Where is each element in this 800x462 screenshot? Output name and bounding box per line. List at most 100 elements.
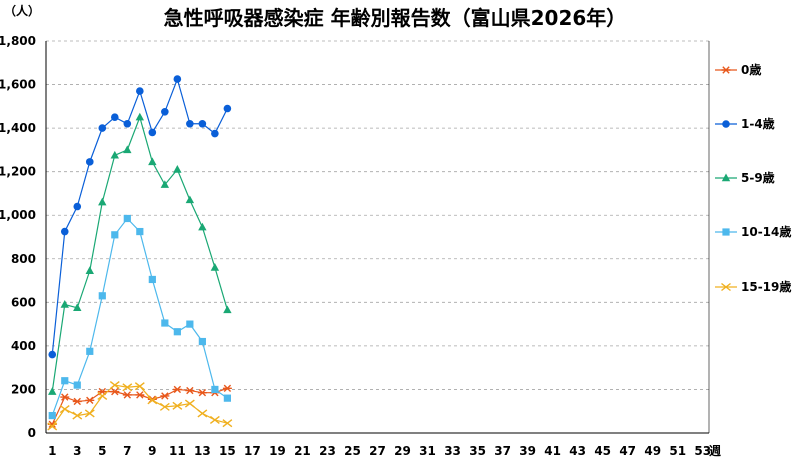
data-point xyxy=(84,409,95,418)
data-point xyxy=(173,75,182,83)
data-point xyxy=(111,113,119,122)
data-point xyxy=(122,391,132,399)
data-point xyxy=(85,158,94,166)
x-tick-label: 13 xyxy=(194,444,211,458)
data-point xyxy=(223,104,232,113)
x-tick-label: 33 xyxy=(444,444,461,458)
data-point xyxy=(148,157,157,166)
legend-item-4: 15-19歳 xyxy=(715,279,791,294)
data-point xyxy=(110,150,120,159)
data-point xyxy=(186,119,194,128)
data-point xyxy=(60,300,69,308)
x-tick-label: 11 xyxy=(169,444,186,458)
x-tick-label: 3 xyxy=(73,444,81,458)
legend-item-3: 10-14歳 xyxy=(715,224,791,239)
x-tick-label: 19 xyxy=(269,444,286,458)
data-point xyxy=(136,227,144,236)
x-tick-label: 41 xyxy=(544,444,561,458)
series-0 xyxy=(47,384,232,428)
series-1 xyxy=(48,75,232,359)
data-point xyxy=(185,195,195,204)
data-point xyxy=(223,305,232,314)
data-point xyxy=(147,396,158,405)
y-tick-label: 0 xyxy=(28,426,36,440)
x-tick-label: 45 xyxy=(594,444,611,458)
x-tick-label: 43 xyxy=(569,444,586,458)
series xyxy=(47,75,233,431)
data-point xyxy=(47,422,58,431)
data-point xyxy=(722,120,730,128)
legend-item-2: 5-9歳 xyxy=(715,170,775,185)
x-tick-label: 21 xyxy=(294,444,311,458)
legend-label: 15-19歳 xyxy=(741,279,791,294)
y-tick-label: 1,400 xyxy=(0,121,36,135)
data-point xyxy=(160,180,170,188)
data-point xyxy=(123,119,132,128)
data-point xyxy=(86,347,94,355)
series-2 xyxy=(48,112,232,395)
x-tick-label: 51 xyxy=(669,444,686,458)
x-tick-label: 35 xyxy=(469,444,486,458)
series-line xyxy=(51,115,228,392)
data-point xyxy=(197,409,208,418)
data-point xyxy=(721,66,731,74)
data-point xyxy=(161,319,169,327)
data-point xyxy=(173,164,182,173)
data-point xyxy=(61,377,69,385)
y-tick-label: 1,800 xyxy=(0,34,36,48)
data-point xyxy=(210,262,220,271)
data-point xyxy=(135,391,145,399)
x-axis-label: 週 xyxy=(709,443,721,458)
x-tick-label: 37 xyxy=(494,444,511,458)
data-point xyxy=(73,303,82,311)
data-point xyxy=(184,399,195,408)
legend-item-1: 1-4歳 xyxy=(715,116,775,131)
data-point xyxy=(48,350,57,359)
x-tick-label: 39 xyxy=(519,444,536,458)
data-point xyxy=(222,419,233,428)
gridlines xyxy=(46,40,709,390)
data-point xyxy=(159,402,170,411)
x-tick-label: 5 xyxy=(98,444,106,458)
x-tick-label: 9 xyxy=(148,444,156,458)
data-point xyxy=(97,391,108,401)
x-tick-label: 15 xyxy=(219,444,236,458)
data-point xyxy=(172,401,183,410)
x-tick-label: 53 xyxy=(694,444,711,458)
data-point xyxy=(122,383,133,392)
data-point xyxy=(85,396,95,405)
y-tick-label: 1,200 xyxy=(0,165,36,179)
data-point xyxy=(173,328,181,336)
data-point xyxy=(48,387,57,395)
y-tick-label: 800 xyxy=(11,252,36,266)
data-point xyxy=(198,337,206,346)
data-point xyxy=(185,386,195,395)
legend-item-0: 0歳 xyxy=(715,62,761,77)
data-point xyxy=(721,173,731,182)
data-point xyxy=(98,124,107,132)
legend-label: 0歳 xyxy=(741,62,761,77)
data-point xyxy=(73,381,81,389)
data-point xyxy=(197,389,207,397)
x-tick-label: 27 xyxy=(369,444,386,458)
data-point xyxy=(98,197,107,206)
data-point xyxy=(98,292,106,300)
data-point xyxy=(148,128,157,137)
series-3 xyxy=(48,214,231,420)
y-tick-label: 1,600 xyxy=(0,78,36,92)
x-tick-label: 1 xyxy=(48,444,56,458)
data-point xyxy=(85,266,94,274)
axes xyxy=(45,41,710,434)
data-point xyxy=(60,393,70,401)
data-point xyxy=(72,411,83,420)
y-tick-label: 600 xyxy=(11,295,36,309)
data-point xyxy=(722,228,730,236)
data-point xyxy=(721,282,731,292)
x-tick-label: 29 xyxy=(394,444,411,458)
data-point xyxy=(109,381,120,390)
x-tick-label: 47 xyxy=(619,444,636,458)
x-tick-labels: 1 3 5 7 9 11 13 15 17 19 21 23 25 27 29 31 33 35 37 39 41 43 4… xyxy=(48,444,711,458)
data-point xyxy=(111,231,119,239)
x-tick-label: 31 xyxy=(419,444,436,458)
